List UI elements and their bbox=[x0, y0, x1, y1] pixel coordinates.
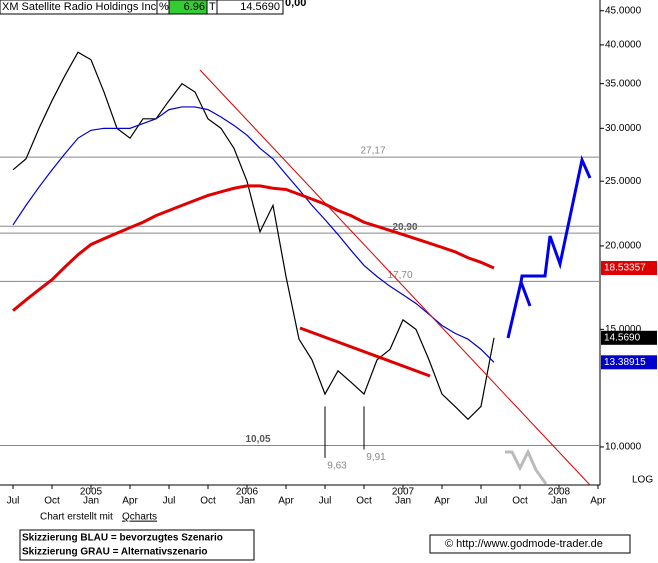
series-line bbox=[12, 184, 495, 312]
change: 6.96 bbox=[184, 1, 205, 13]
last-value-box bbox=[601, 330, 657, 345]
level-label: 20,90 bbox=[392, 222, 417, 233]
last-value-label: 13.38915 bbox=[604, 357, 646, 368]
year-label: 2005 bbox=[80, 487, 103, 498]
year-label: 2007 bbox=[392, 487, 415, 498]
x-tick-label: Oct bbox=[44, 496, 60, 507]
y-tick-label: 20.0000 bbox=[605, 241, 642, 252]
low-label: 9,91 bbox=[366, 452, 386, 463]
y-tick-label: 25.0000 bbox=[605, 176, 642, 187]
chart-title: XM Satellite Radio Holdings Inc. bbox=[2, 1, 159, 13]
last-value-label: 14.5690 bbox=[604, 332, 641, 343]
trendline bbox=[199, 69, 591, 486]
last: 14.5690 bbox=[240, 1, 280, 13]
x-tick-label: Oct bbox=[512, 496, 528, 507]
x-tick-label: Jan bbox=[551, 496, 567, 507]
x-tick-label: Jul bbox=[163, 496, 176, 507]
legend-box bbox=[19, 529, 255, 561]
last-value-box bbox=[601, 355, 657, 370]
pct-sign: % bbox=[159, 1, 169, 13]
x-tick-label: Oct bbox=[356, 496, 372, 507]
credit-tool: Qcharts bbox=[122, 512, 157, 523]
trendline-thick bbox=[299, 326, 431, 378]
level-label: 10,05 bbox=[245, 434, 270, 445]
level-label: 17,70 bbox=[387, 270, 412, 281]
extra: 0,00 bbox=[285, 0, 306, 9]
x-tick-label: Jan bbox=[239, 496, 255, 507]
x-tick-label: Apr bbox=[434, 496, 450, 507]
last-value-label: 18.53357 bbox=[604, 263, 646, 274]
x-tick-label: Apr bbox=[590, 496, 606, 507]
source-box bbox=[429, 534, 631, 554]
flag: T bbox=[209, 1, 216, 13]
x-tick-label: Jan bbox=[395, 496, 411, 507]
last-box bbox=[216, 0, 284, 15]
scenario-blue bbox=[506, 155, 592, 339]
x-tick-label: Oct bbox=[200, 496, 216, 507]
series-line bbox=[12, 106, 495, 363]
x-tick-label: Apr bbox=[278, 496, 294, 507]
legend-gray: Skizzierung GRAU = Alternativszenario bbox=[22, 547, 208, 558]
source: © http://www.godmode-trader.de bbox=[445, 538, 603, 550]
last-value-box bbox=[601, 261, 657, 276]
x-tick-label: Apr bbox=[122, 496, 138, 507]
x-tick-label: Jul bbox=[475, 496, 488, 507]
y-tick-label: 45.0000 bbox=[605, 5, 642, 16]
y-tick-label: 15.0000 bbox=[605, 324, 642, 335]
y-tick-label: 30.0000 bbox=[605, 123, 642, 134]
level-label: 27,17 bbox=[360, 146, 385, 157]
series-line bbox=[12, 51, 495, 421]
year-label: 2006 bbox=[236, 487, 259, 498]
x-tick-label: Jul bbox=[7, 496, 20, 507]
scenario-gray bbox=[505, 448, 548, 485]
low-label: 9,63 bbox=[327, 461, 347, 472]
x-tick-label: Jul bbox=[319, 496, 332, 507]
credit-prefix: Chart erstellt mit bbox=[40, 512, 113, 523]
y-tick-label: 40.0000 bbox=[605, 40, 642, 51]
legend-blue: Skizzierung BLAU = bevorzugtes Szenario bbox=[22, 533, 223, 544]
log-label: LOG bbox=[632, 475, 653, 486]
year-label: 2008 bbox=[548, 487, 571, 498]
y-tick-label: 10.0000 bbox=[605, 442, 642, 453]
y-tick-label: 35.0000 bbox=[605, 78, 642, 89]
x-tick-label: Jan bbox=[83, 496, 99, 507]
